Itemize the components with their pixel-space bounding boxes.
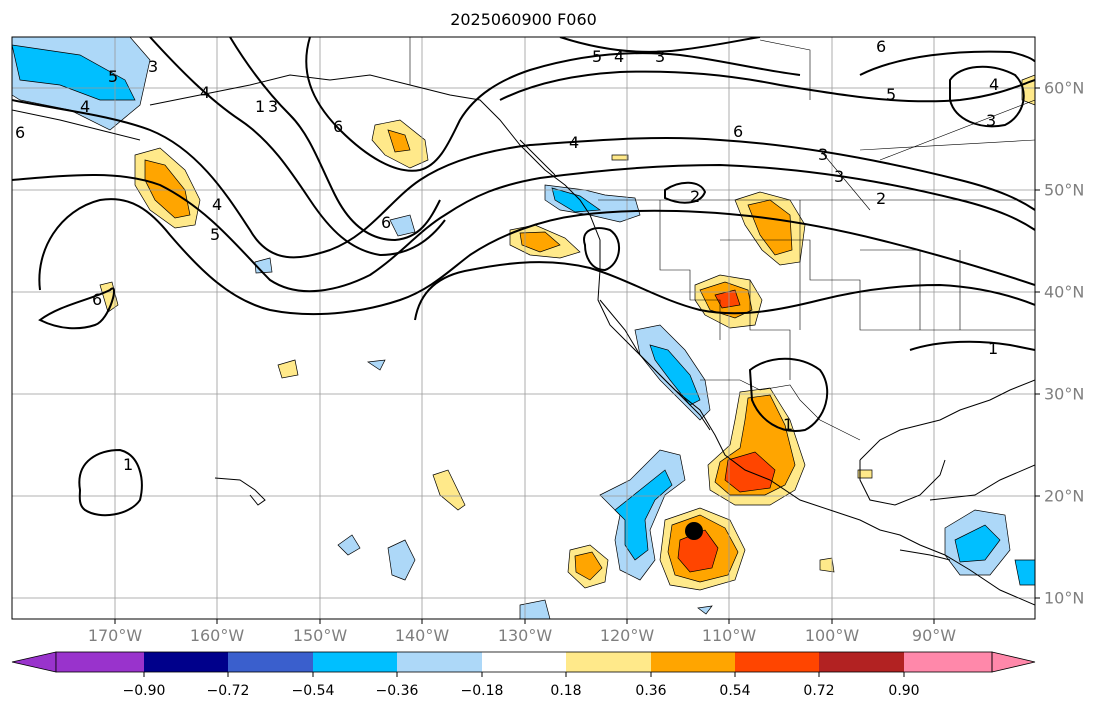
lon-label: 110°W xyxy=(701,626,757,645)
contour-label: 5 xyxy=(886,85,896,104)
lat-label: 40°N xyxy=(1044,282,1085,302)
contour-label: 3 xyxy=(655,47,665,66)
colorbar-segment xyxy=(735,652,819,672)
colorbar-segment xyxy=(819,652,904,672)
contour-label: 1 xyxy=(988,339,998,358)
contour-label: 6 xyxy=(876,37,886,56)
colorbar-tick-label: −0.36 xyxy=(375,683,419,699)
map-frame xyxy=(11,36,1036,620)
colorbar-tick-label: −0.18 xyxy=(460,683,504,699)
lon-label: 90°W xyxy=(911,626,957,645)
contour-label: 1 xyxy=(123,455,133,474)
colorbar-segment xyxy=(904,652,992,672)
colorbar-extend-min xyxy=(11,651,57,673)
negative-anomaly-shading xyxy=(12,37,1035,619)
contour-label: 4 xyxy=(989,75,999,94)
lon-label: 170°W xyxy=(87,626,143,645)
lon-label: 130°W xyxy=(497,626,553,645)
contour-label: 4 xyxy=(569,133,579,152)
contour-labels: 5 3 4 3 6 4 3 6 6 5 4 4 1 6 4 6 2 3 5 3 … xyxy=(15,37,999,474)
contour-label: 3 xyxy=(268,97,278,116)
map-panel xyxy=(12,37,1035,619)
contour-label: 2 xyxy=(690,187,700,206)
colorbar-segment xyxy=(566,652,651,672)
contour-label: 2 xyxy=(876,189,886,208)
contour-label: 5 xyxy=(108,67,118,86)
colorbar-segment xyxy=(397,652,482,672)
colorbar-segment xyxy=(651,652,735,672)
graticule xyxy=(12,37,1035,619)
lat-label: 20°N xyxy=(1044,486,1085,506)
lon-label: 140°W xyxy=(394,626,450,645)
contour-label: 4 xyxy=(80,97,90,116)
lat-label: 60°N xyxy=(1044,78,1085,98)
contour-label: 6 xyxy=(733,122,743,141)
colorbar-tick-label: 0.36 xyxy=(635,683,667,699)
colorbar-tick-label: 0.18 xyxy=(550,683,582,699)
contour-label: 6 xyxy=(15,123,25,142)
contour-label: 6 xyxy=(333,117,343,136)
contour-label: 5 xyxy=(592,47,602,66)
lat-label: 50°N xyxy=(1044,180,1085,200)
lon-label: 100°W xyxy=(804,626,860,645)
colorbar-extend-max xyxy=(991,651,1036,673)
contour-label: 4 xyxy=(200,83,210,102)
lon-label: 160°W xyxy=(189,626,245,645)
colorbar-segment xyxy=(144,652,228,672)
lat-label: 30°N xyxy=(1044,384,1085,404)
contour-label: 1 xyxy=(783,415,793,434)
contour-label: 5 xyxy=(210,225,220,244)
colorbar-segment xyxy=(482,652,566,672)
colorbar-tick-label: 0.72 xyxy=(803,683,835,699)
contour-label: 4 xyxy=(212,195,222,214)
storm-center-marker xyxy=(685,522,703,540)
colorbar xyxy=(11,651,1036,677)
contour-label: 6 xyxy=(381,213,391,232)
colorbar-segment xyxy=(313,652,397,672)
lat-label: 10°N xyxy=(1044,588,1085,608)
colorbar-tick-label: 0.54 xyxy=(719,683,751,699)
height-contours xyxy=(12,37,1035,517)
contour-label: 3 xyxy=(148,57,158,76)
contour-label: 4 xyxy=(614,47,624,66)
contour-label: 3 xyxy=(986,111,996,130)
map-title: 2025060900 F060 xyxy=(450,10,597,29)
contour-label: 6 xyxy=(92,290,102,309)
colorbar-tick-label: 0.90 xyxy=(888,683,920,699)
colorbar-segment xyxy=(56,652,144,672)
axis-ticks xyxy=(114,87,1040,624)
colorbar-segment xyxy=(228,652,313,672)
colorbar-tick-label: −0.54 xyxy=(291,683,335,699)
contour-label: 3 xyxy=(834,167,844,186)
colorbar-tick-label: −0.90 xyxy=(122,683,166,699)
lon-label: 120°W xyxy=(599,626,655,645)
contour-label: 3 xyxy=(818,145,828,164)
colorbar-tick-label: −0.72 xyxy=(206,683,250,699)
lon-label: 150°W xyxy=(292,626,348,645)
contour-label: 1 xyxy=(255,97,265,116)
